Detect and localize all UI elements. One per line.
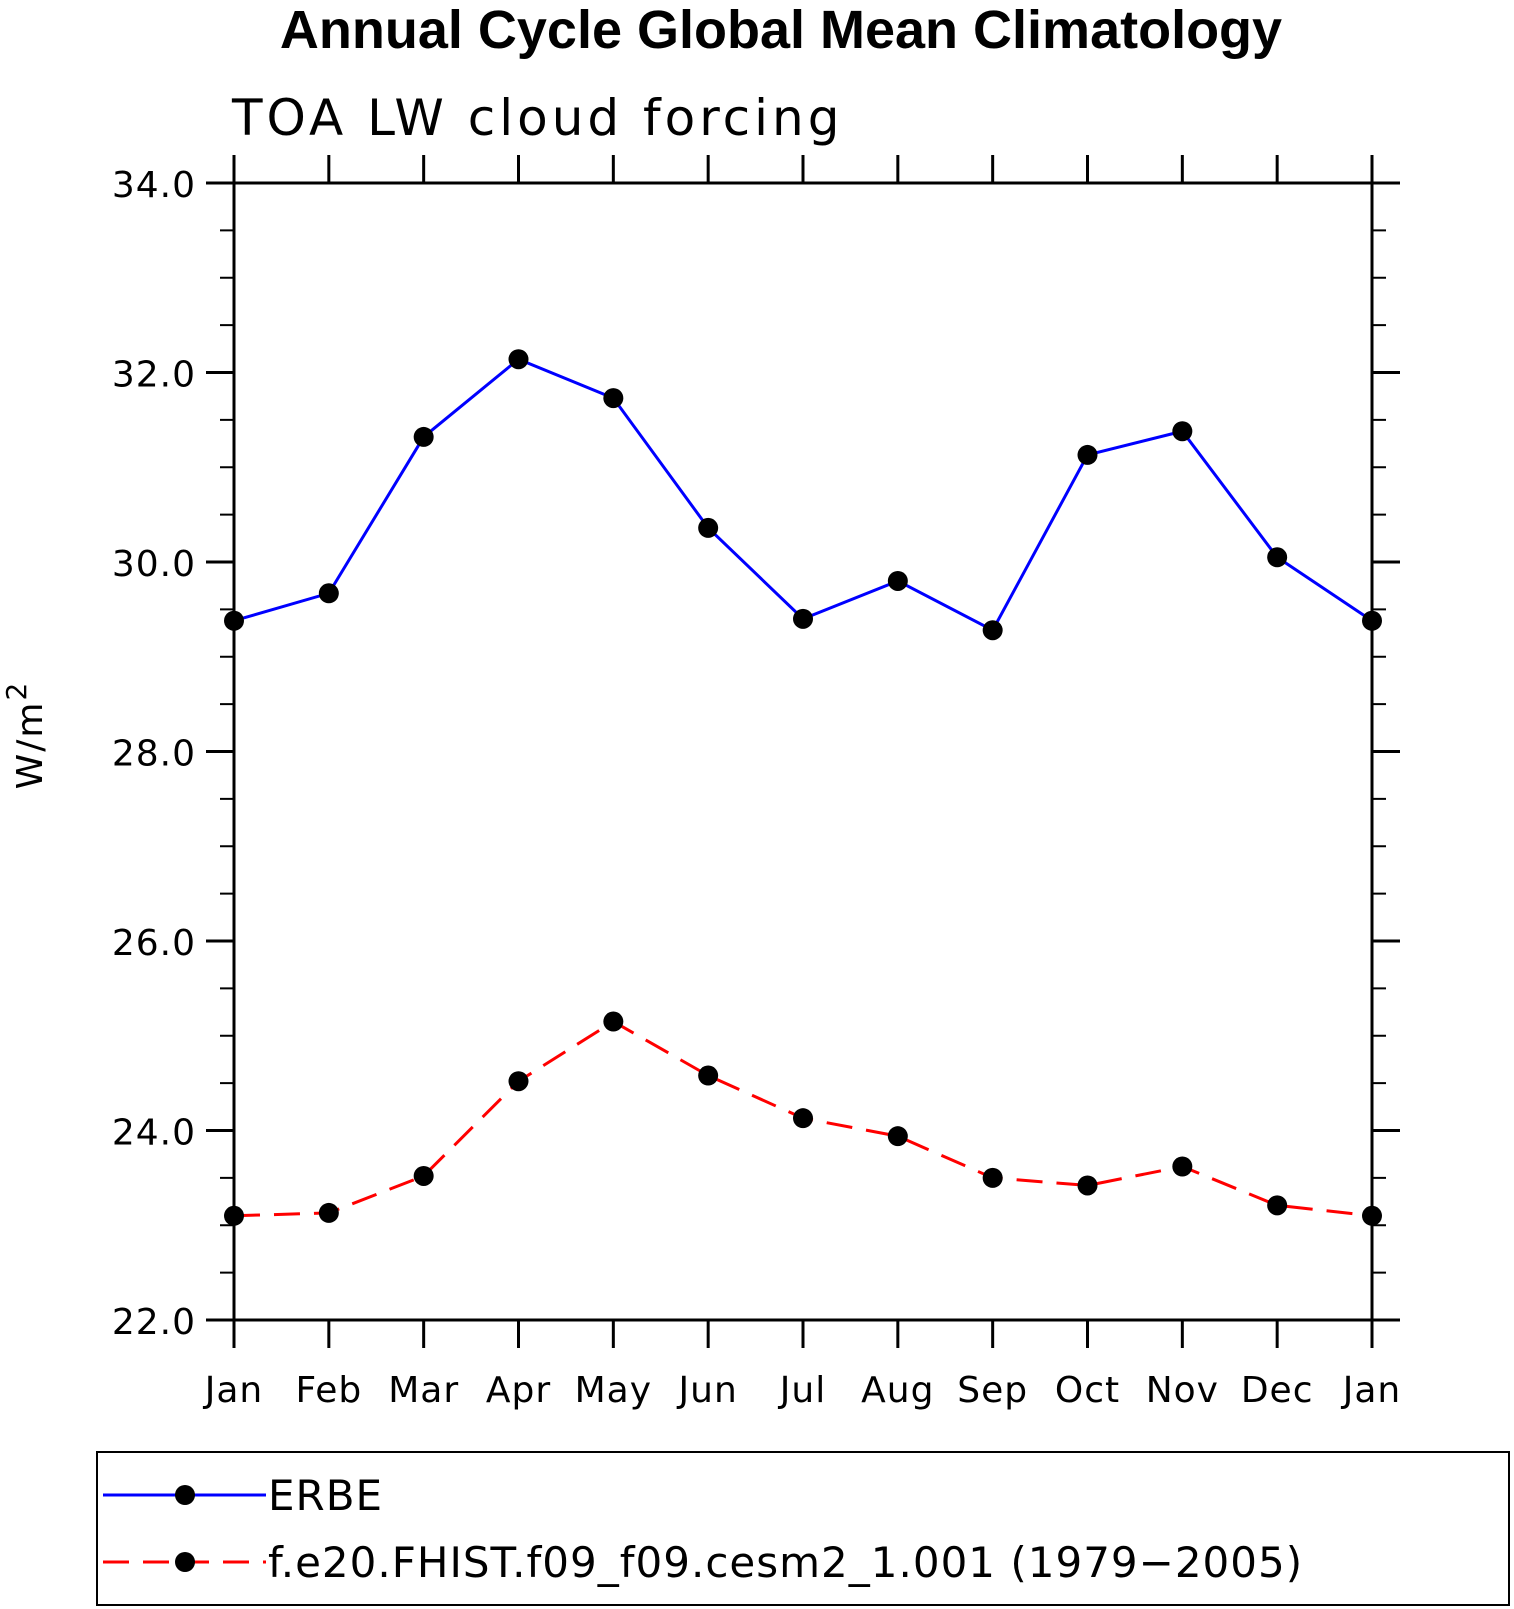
data-point	[603, 388, 624, 409]
chart-title: Annual Cycle Global Mean Climatology	[280, 0, 1282, 60]
y-axis-unit-superscript: 2	[0, 681, 33, 701]
data-point	[982, 1167, 1003, 1188]
data-point	[1267, 1195, 1288, 1216]
data-point	[413, 1165, 434, 1186]
x-tick-label: Jul	[778, 1370, 826, 1411]
plot-axes	[232, 181, 1374, 1322]
y-tick-label: 26.0	[112, 923, 196, 964]
svg-text:W/m2: W/m2	[0, 681, 51, 790]
y-axis-label: W/m	[10, 701, 51, 790]
series-1	[224, 349, 1382, 641]
x-tick-label: Nov	[1146, 1370, 1219, 1411]
axis-ticks	[206, 155, 1400, 1348]
y-tick-label: 32.0	[112, 355, 196, 396]
x-tick-label: Feb	[295, 1370, 362, 1411]
data-point	[1362, 1205, 1382, 1226]
x-tick-label: Mar	[388, 1370, 459, 1411]
data-point	[793, 1108, 813, 1129]
plot-frame	[232, 181, 1374, 1322]
data-point	[698, 517, 719, 538]
x-tick-label: Aug	[861, 1370, 934, 1411]
data-point	[318, 1202, 339, 1223]
data-point	[1172, 1156, 1193, 1177]
data-point	[793, 608, 813, 629]
data-point	[224, 1205, 244, 1226]
data-point	[1172, 421, 1193, 442]
data-point	[318, 583, 339, 604]
y-tick-label: 34.0	[112, 165, 196, 206]
data-series	[224, 349, 1382, 1226]
x-tick-label: Sep	[957, 1370, 1028, 1411]
data-point	[1077, 444, 1098, 465]
legend-label: ERBE	[268, 1471, 383, 1520]
y-axis-title: W/m2	[0, 681, 51, 790]
data-point	[1077, 1175, 1098, 1196]
legend-marker	[175, 1552, 195, 1572]
series-line	[233, 357, 1373, 633]
axis-tick-labels: Jan Feb Mar Apr May Jun Jul Aug Sep Oct Nov Dec Jan2…	[112, 165, 1402, 1411]
x-tick-label: Jun	[677, 1370, 738, 1411]
data-point	[508, 349, 529, 370]
data-point	[982, 620, 1003, 641]
chart-subtitle: TOA LW cloud forcing	[231, 89, 843, 147]
y-tick-label: 30.0	[112, 544, 196, 585]
data-point	[1267, 547, 1288, 568]
series-2	[224, 1011, 1382, 1226]
y-tick-label: 24.0	[112, 1113, 196, 1154]
data-point	[887, 1126, 908, 1147]
legend-items: ERBE f.e20.FHIST.f09_f09.cesm2_1.001 (197…	[103, 1471, 1303, 1587]
x-tick-label: Oct	[1055, 1370, 1120, 1411]
x-tick-label: Jan	[203, 1370, 264, 1411]
data-point	[508, 1071, 529, 1092]
data-point	[413, 426, 434, 447]
y-tick-label: 28.0	[112, 734, 196, 775]
x-tick-label: May	[575, 1370, 652, 1411]
y-tick-label: 22.0	[112, 1302, 196, 1343]
legend-marker	[175, 1485, 195, 1505]
legend-box	[96, 1451, 1510, 1606]
data-point	[224, 610, 244, 631]
legend-item-2: f.e20.FHIST.f09_f09.cesm2_1.001 (1979−20…	[103, 1538, 1303, 1587]
legend-item-1: ERBE	[103, 1471, 383, 1520]
legend: ERBE f.e20.FHIST.f09_f09.cesm2_1.001 (197…	[96, 1451, 1510, 1606]
legend-label: f.e20.FHIST.f09_f09.cesm2_1.001 (1979−20…	[268, 1538, 1303, 1587]
data-point	[887, 570, 908, 591]
x-tick-label: Apr	[486, 1370, 551, 1411]
data-point	[1362, 610, 1382, 631]
data-point	[698, 1065, 719, 1086]
data-point	[603, 1011, 624, 1032]
x-tick-label: Jan	[1341, 1370, 1402, 1411]
x-tick-label: Dec	[1241, 1370, 1314, 1411]
